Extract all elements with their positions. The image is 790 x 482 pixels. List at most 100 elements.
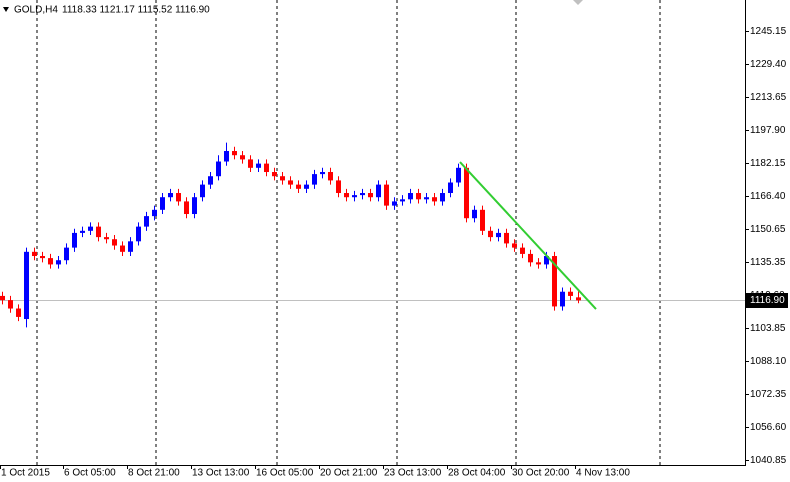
candle-body [312,174,317,185]
x-tick-label: 20 Oct 21:00 [320,468,378,479]
candle-body [496,232,501,238]
candle-body [152,209,157,217]
candle-body [8,300,13,309]
candle-body [528,253,533,263]
x-tick-label: 13 Oct 13:00 [192,468,250,479]
candle-body [256,163,261,168]
candle-body [208,176,213,185]
y-tick-label: 1088.10 [750,356,787,367]
candle-body [128,241,133,252]
candle-body [448,182,453,194]
candle-body [56,260,61,265]
y-tick-label: 1056.60 [750,422,787,433]
y-tick-label: 1245.15 [750,26,787,37]
y-tick-label: 1103.85 [750,323,786,334]
y-tick-label: 1197.90 [750,125,786,136]
x-tick-label: 16 Oct 05:00 [256,468,314,479]
candle-body [352,195,357,198]
candle-body [120,245,125,252]
candle-body [416,193,421,200]
x-tick-label: 6 Oct 05:00 [64,468,116,479]
y-tick-label: 1150.65 [750,224,786,235]
candle-body [344,193,349,198]
candle-body [0,295,5,301]
candle-body [480,209,485,231]
candle-body [192,197,197,215]
candle-body [576,297,581,301]
candle-body [336,180,341,194]
candle-body [48,258,53,265]
candle-body [536,262,541,265]
candle-body [40,256,45,259]
candle-body [464,167,469,219]
trendline [459,161,597,310]
candle-body [160,197,165,210]
candle-body [488,230,493,238]
candle-body [168,193,173,198]
candle-body [512,243,517,248]
candle-body [440,193,445,202]
x-tick-label: 28 Oct 04:00 [448,468,506,479]
candle-body [200,184,205,198]
candle-body [112,239,117,246]
candle-body [224,151,229,162]
candle-body [32,251,37,257]
candle-body [504,232,509,244]
y-tick-label: 1072.35 [750,389,787,400]
candle-body [144,216,149,227]
candle-body [520,247,525,254]
y-tick-label: 1166.40 [750,191,786,202]
candle-body [560,291,565,307]
candle-body [568,291,573,296]
candle-body [384,184,389,206]
candle-body [304,184,309,189]
scroll-marker [573,0,583,5]
candle-body [424,197,429,200]
y-tick-label: 1213.65 [750,92,787,103]
candle-body [176,193,181,202]
menu-arrow[interactable] [3,7,9,12]
x-tick-label: 8 Oct 21:00 [128,468,180,479]
candle-body [136,226,141,242]
ohlc-label: 1118.33 1121.17 1115.52 1116.90 [62,5,210,16]
candle-body [240,155,245,160]
candle-body [24,251,29,320]
x-tick-label: 1 Oct 2015 [1,468,50,479]
x-tick-label: 4 Nov 13:00 [576,468,630,479]
symbol-title: GOLD,H4 [14,5,58,16]
candle-body [360,193,365,196]
candle-body [184,201,189,215]
y-tick-label: 1040.85 [750,455,787,466]
candle-body [16,308,21,317]
y-tick-label: 1135.35 [750,257,786,268]
candle-body [456,167,461,183]
candle-body [320,172,325,175]
candle-body [280,176,285,181]
candle-body [232,151,237,156]
candle-body [408,193,413,200]
candle-body [64,247,69,261]
candle-body [72,232,77,248]
candle-body [552,256,557,307]
candle-body [264,163,269,173]
x-tick-label: 23 Oct 13:00 [384,468,442,479]
candle-body [392,201,397,206]
y-tick-label: 1229.40 [750,59,787,70]
candle-body [96,226,101,238]
current-price-label: 1116.90 [750,295,785,306]
candle-body [104,237,109,240]
candle-body [368,193,373,198]
x-tick-label: 30 Oct 20:00 [512,468,570,479]
candle-body [80,230,85,233]
candle-body [88,226,93,231]
y-tick-label: 1182.15 [750,158,786,169]
candle-body [544,256,549,265]
candle-body [432,197,437,202]
candle-body [288,180,293,185]
candle-body [248,159,253,168]
candle-body [328,172,333,181]
candle-body [272,172,277,177]
candle-body [216,161,221,177]
candle-body [472,209,477,219]
